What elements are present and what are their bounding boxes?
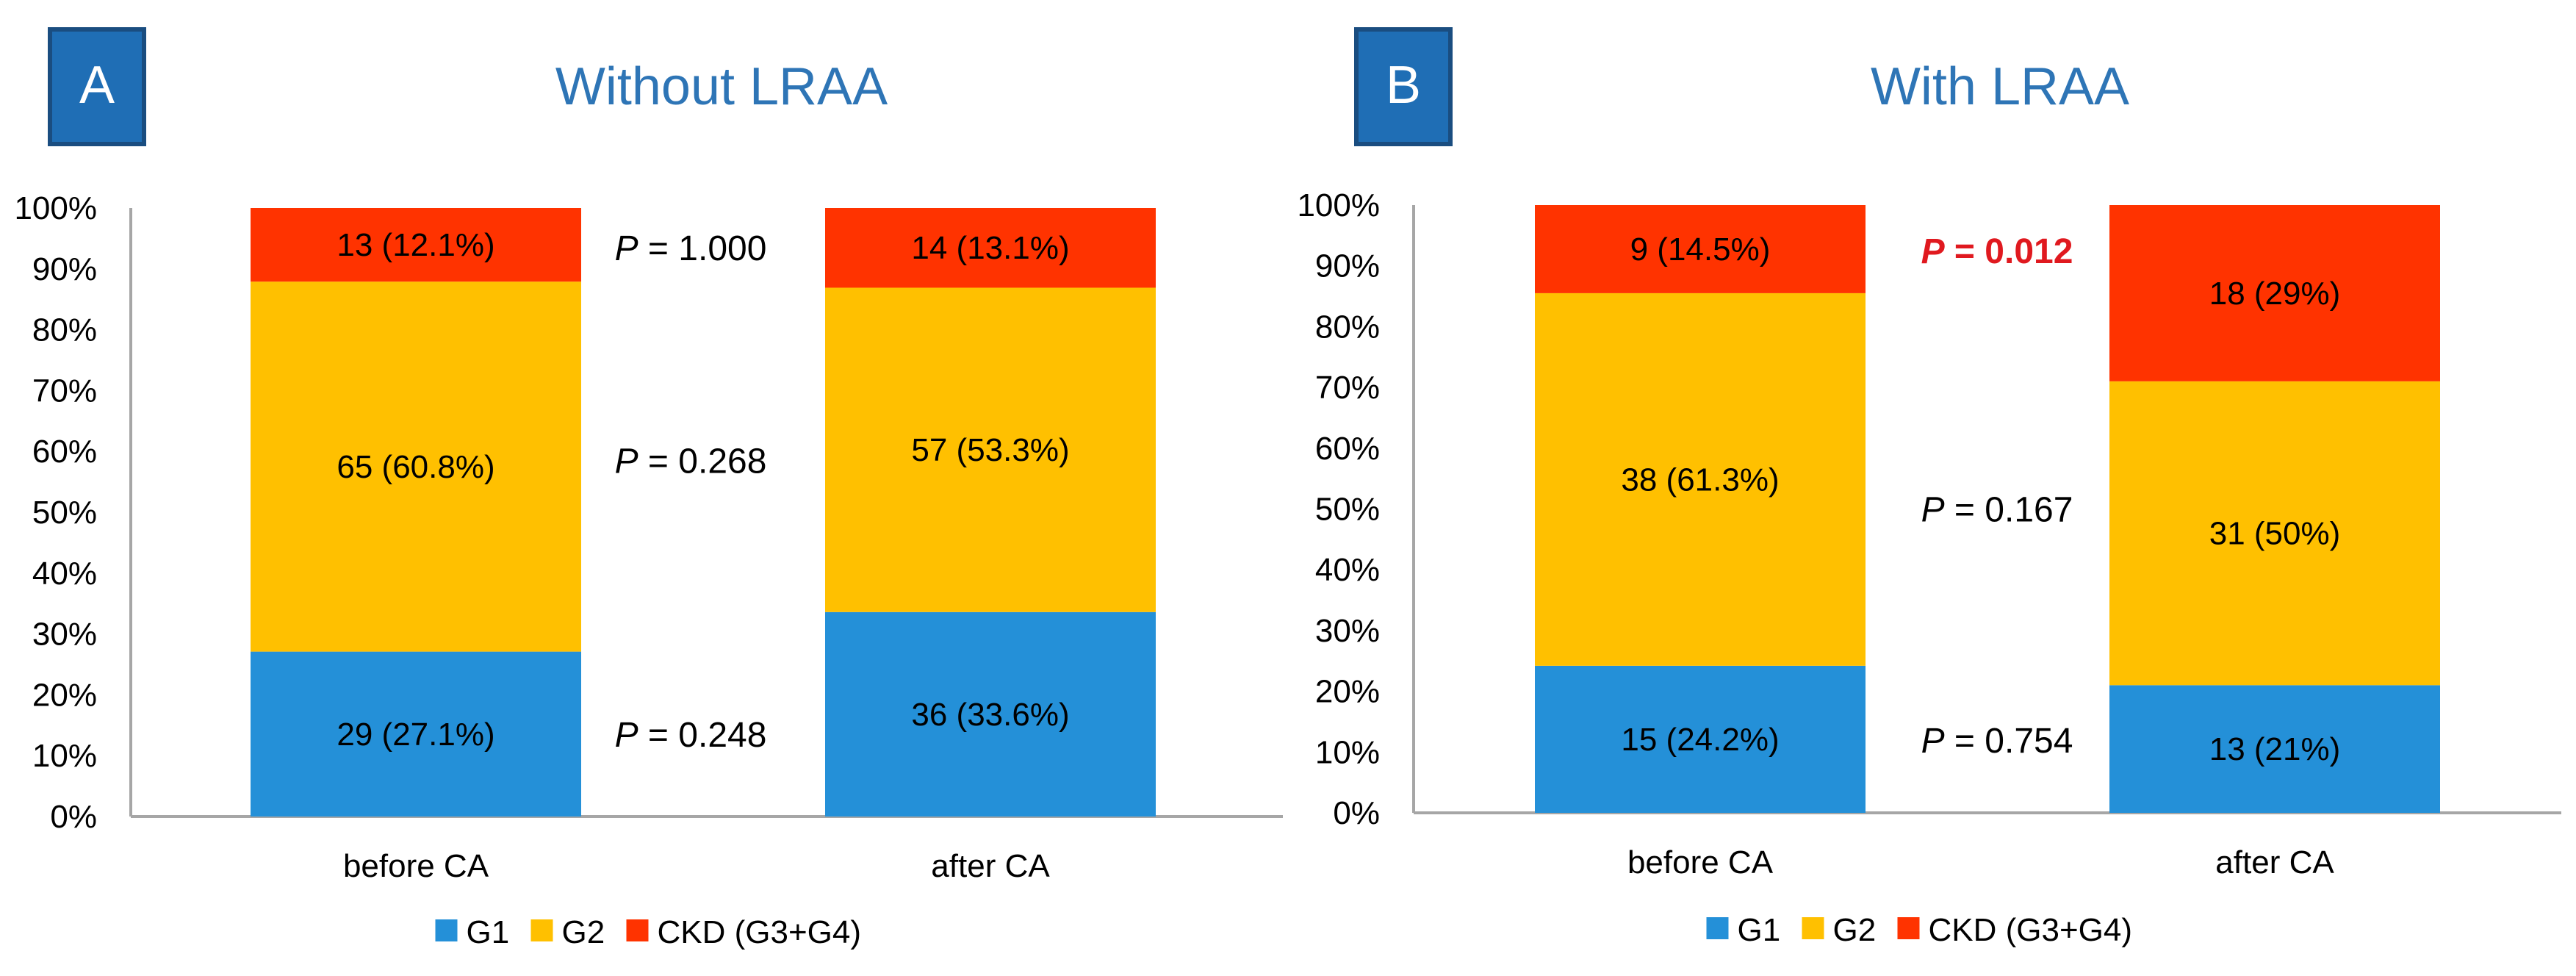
panel-a-category-label: after CA xyxy=(931,848,1050,884)
panel-b-title: With LRAA xyxy=(1871,57,2129,116)
panel-b-ytick-label: 90% xyxy=(1315,248,1380,284)
panel-b-bar-before-ca-g2 xyxy=(1535,293,1866,666)
p-symbol: P xyxy=(1921,722,1945,761)
panel-b-legend-label: G2 xyxy=(1833,912,1877,948)
panel-a-legend-swatch-g1 xyxy=(435,919,458,941)
panel-b-label: B xyxy=(1386,56,1421,115)
panel-a-label: A xyxy=(79,56,115,115)
p-value-text: = 0.754 xyxy=(1945,722,2073,761)
panel-a-legend: G1 G2 CKD (G3+G4) xyxy=(435,914,862,950)
panel-a-data-label: 65 (60.8%) xyxy=(337,449,494,485)
panel-b-ytick-label: 40% xyxy=(1315,552,1380,588)
panel-b-legend-swatch-g2 xyxy=(1802,917,1824,939)
panel-b-legend-label: G1 xyxy=(1738,912,1781,948)
panel-a-ytick-label: 90% xyxy=(32,251,97,287)
panel-a-data-label: 13 (12.1%) xyxy=(337,227,494,263)
panel-b-p-value: P = 0.012 xyxy=(1921,232,2073,271)
panel-b-ytick-label: 60% xyxy=(1315,431,1380,467)
panel-b-category-label: before CA xyxy=(1627,844,1774,880)
p-value-text: = 0.167 xyxy=(1945,491,2073,530)
panel-a-ytick-label: 0% xyxy=(50,799,97,835)
panel-a-ytick-label: 50% xyxy=(32,495,97,531)
panel-b-bar-after-ca-g2 xyxy=(2109,381,2440,686)
panel-b-data-label: 13 (21%) xyxy=(2209,731,2341,767)
panel-b-p-value: P = 0.754 xyxy=(1921,722,2073,761)
panel-a-ytick-label: 100% xyxy=(14,190,97,226)
panel-b-bar-before-ca-ckd-g3-g4 xyxy=(1535,205,1866,293)
panel-a-legend-swatch-ckd-g3-g4 xyxy=(626,919,649,941)
panel-b-bar-after-ca-g1 xyxy=(2109,685,2440,813)
panel-b-ytick-label: 20% xyxy=(1315,674,1380,710)
panel-a-ytick-label: 10% xyxy=(32,738,97,774)
panel-a-ytick-label: 70% xyxy=(32,373,97,409)
panel-b-data-label: 15 (24.2%) xyxy=(1621,722,1779,758)
panel-a-legend-swatch-g2 xyxy=(530,919,553,941)
panel-a-data-label: 57 (53.3%) xyxy=(911,432,1069,468)
panel-a-legend-label: G2 xyxy=(562,914,605,950)
p-symbol: P xyxy=(1921,491,1945,530)
panel-b-data-label: 31 (50%) xyxy=(2209,516,2341,552)
panel-b-bar-after-ca-ckd-g3-g4 xyxy=(2109,205,2440,381)
panel-b-ytick-label: 0% xyxy=(1333,795,1380,831)
p-value-text: = 0.268 xyxy=(638,442,767,481)
p-symbol: P xyxy=(615,442,638,481)
p-symbol: P xyxy=(615,716,638,755)
panel-a-ytick-label: 20% xyxy=(32,677,97,713)
panel-a-ytick-label: 60% xyxy=(32,434,97,470)
p-symbol: P xyxy=(615,229,638,268)
p-value-text: = 0.248 xyxy=(638,716,767,755)
panel-a-data-label: 14 (13.1%) xyxy=(911,230,1069,266)
panel-a: A Without LRAA 0% 10% 20% 30% 40% 50% 60% 70% 80… xyxy=(14,27,1283,950)
panel-a-bar-before-ca-g2 xyxy=(251,281,581,652)
panel-a-bar-after-ca-g2 xyxy=(825,287,1156,612)
panel-a-p-value: P = 0.268 xyxy=(615,442,767,481)
panel-a-p-value: P = 0.248 xyxy=(615,716,767,755)
panel-b-category-label: after CA xyxy=(2215,844,2334,880)
panel-b-data-label: 18 (29%) xyxy=(2209,276,2341,312)
panel-a-bar-after-ca-ckd-g3-g4 xyxy=(825,208,1156,288)
panel-b-legend-swatch-g1 xyxy=(1706,917,1729,939)
panel-a-p-value: P = 1.000 xyxy=(615,229,767,268)
panel-b-data-label: 9 (14.5%) xyxy=(1630,232,1771,268)
panel-a-data-label: 29 (27.1%) xyxy=(337,717,494,753)
p-value-text: = 0.012 xyxy=(1945,232,2073,271)
panel-b-ytick-label: 100% xyxy=(1297,187,1380,223)
panel-b-ytick-label: 70% xyxy=(1315,370,1380,406)
panel-a-title: Without LRAA xyxy=(555,57,888,116)
panel-a-category-label: before CA xyxy=(343,848,489,884)
panel-a-data-label: 36 (33.6%) xyxy=(911,697,1069,733)
p-symbol: P xyxy=(1921,232,1946,271)
panel-a-bar-after-ca-g1 xyxy=(825,611,1156,817)
panel-a-badge xyxy=(48,27,146,146)
panel-b-ytick-label: 50% xyxy=(1315,492,1380,528)
panel-b-plot: 0% 10% 20% 30% 40% 50% 60% 70% 80% 90% 100% 15 (24.… xyxy=(1297,187,2561,948)
panel-a-plot: 0% 10% 20% 30% 40% 50% 60% 70% 80% 90% 100% 29 (27.… xyxy=(14,190,1283,950)
panel-b-badge xyxy=(1354,27,1453,146)
panel-b-p-value: P = 0.167 xyxy=(1921,491,2073,530)
panel-a-legend-label: G1 xyxy=(467,914,510,950)
panel-a-ytick-label: 80% xyxy=(32,312,97,348)
panel-b-legend-label: CKD (G3+G4) xyxy=(1929,912,2133,948)
panel-b: B With LRAA 0% 10% 20% 30% 40% 50% 60% 70% 80% 90… xyxy=(1297,27,2561,948)
panel-b-bar-before-ca-g1 xyxy=(1535,665,1866,813)
p-value-text: = 1.000 xyxy=(638,229,767,268)
panel-b-ytick-label: 80% xyxy=(1315,309,1380,345)
panel-a-legend-label: CKD (G3+G4) xyxy=(658,914,862,950)
panel-b-ytick-label: 10% xyxy=(1315,734,1380,770)
panel-b-legend: G1 G2 CKD (G3+G4) xyxy=(1706,912,2133,948)
panel-b-ytick-label: 30% xyxy=(1315,613,1380,649)
panel-a-bar-before-ca-g1 xyxy=(251,651,581,817)
panel-b-legend-swatch-ckd-g3-g4 xyxy=(1897,917,1920,939)
panel-a-ytick-label: 40% xyxy=(32,556,97,592)
panel-a-ytick-label: 30% xyxy=(32,617,97,653)
panel-b-data-label: 38 (61.3%) xyxy=(1621,462,1779,498)
panel-a-bar-before-ca-ckd-g3-g4 xyxy=(251,208,581,282)
